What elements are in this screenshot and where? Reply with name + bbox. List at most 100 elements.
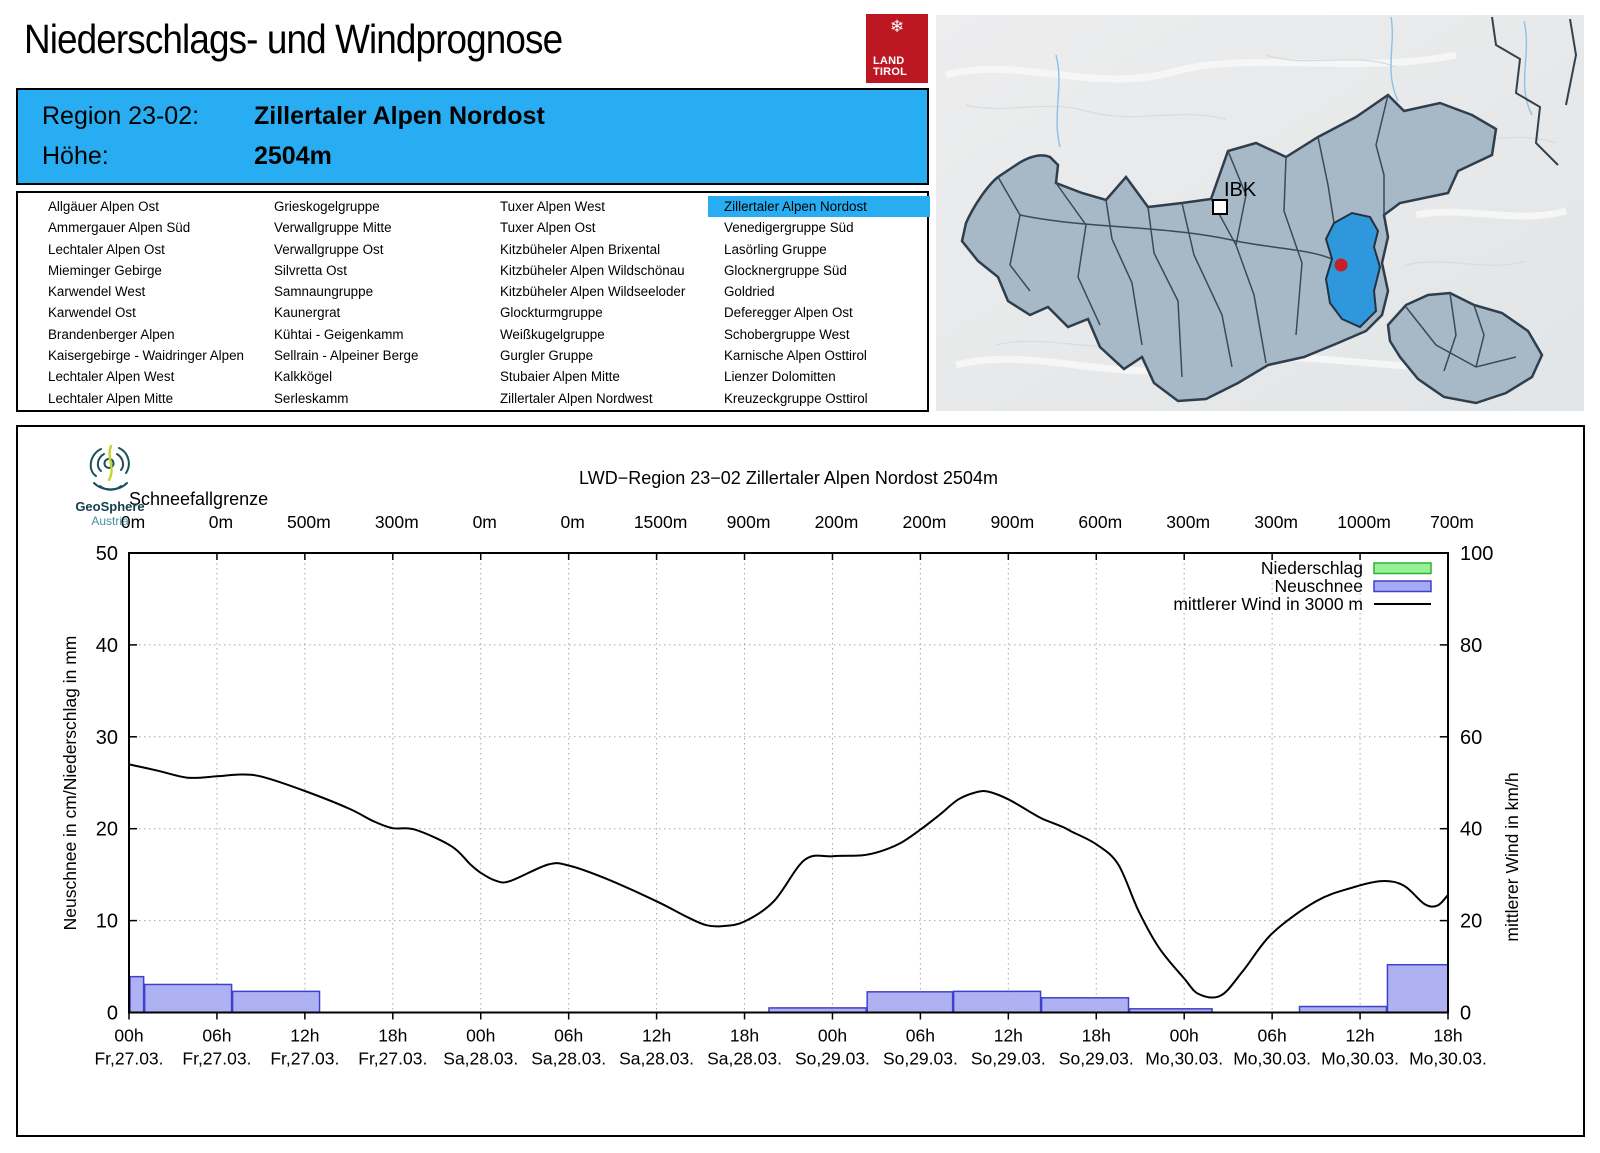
tirol-region-map[interactable]: IBK [936,15,1584,411]
region-item-karnische-alpen-osttirol[interactable]: Karnische Alpen Osttirol [724,348,867,364]
x-tick-time: 12h [642,1026,671,1046]
region-row: Region 23-02: Zillertaler Alpen Nordost [42,102,545,131]
region-list-col-4: Zillertaler Alpen Nordost Venedigergruppe… [708,196,930,409]
region-list-col-3: Tuxer Alpen West Tuxer Alpen Ost Kitzbühel… [484,196,706,409]
region-item-verwallgruppe-mitte[interactable]: Verwallgruppe Mitte [274,220,392,236]
x-tick-time: 12h [1345,1026,1374,1046]
region-item-kitzbüheler-alpen-wildschönau[interactable]: Kitzbüheler Alpen Wildschönau [500,262,685,278]
x-tick-time: 18h [1433,1026,1462,1046]
region-value: Zillertaler Alpen Nordost [254,102,545,130]
region-list: Allgäuer Alpen Ost Ammergauer Alpen Süd Le… [16,191,930,412]
forecast-chart-panel: GeoSphere Austria 0 10 20 30 40 50 0 20 40 60 80 10… [16,425,1585,1137]
region-item-deferegger-alpen-ost[interactable]: Deferegger Alpen Ost [724,305,853,321]
logo-line2: TIROL [873,66,907,78]
x-tick-date: Fr,27.03. [94,1049,163,1069]
x-tick-time: 00h [1170,1026,1199,1046]
region-item-weißkugelgruppe[interactable]: Weißkugelgruppe [500,326,605,342]
region-item-mieminger-gebirge[interactable]: Mieminger Gebirge [48,262,162,278]
x-tick-date: So,29.03. [971,1049,1046,1069]
ibk-marker [1212,199,1228,215]
y-axis-label-left: 10 [96,911,118,933]
region-item-allgäuer-alpen-ost[interactable]: Allgäuer Alpen Ost [48,199,159,214]
neuschnee-bar [1386,963,1449,1014]
region-item-brandenberger-alpen[interactable]: Brandenberger Alpen [48,326,175,342]
y-axis-label-right: 60 [1460,727,1482,749]
x-tick-time: 18h [378,1026,407,1046]
region-item-lechtaler-alpen-west[interactable]: Lechtaler Alpen West [48,369,175,385]
x-tick-date: Sa,28.03. [707,1049,782,1069]
region-item-lasörling-gruppe[interactable]: Lasörling Gruppe [724,241,827,257]
x-tick-date: So,29.03. [1059,1049,1134,1069]
ibk-label: IBK [1224,179,1257,201]
region-item-glocknergruppe-süd[interactable]: Glocknergruppe Süd [724,262,847,278]
region-item-ammergauer-alpen-süd[interactable]: Ammergauer Alpen Süd [48,220,191,236]
selected-region-zillertaler-alpen-nordost[interactable] [1324,211,1382,329]
y-axis-label-left: 20 [96,819,118,841]
forecast-chart: 0 10 20 30 40 50 0 20 40 60 80 100 00h Fr,27.03. 06h Fr… [60,468,1522,1069]
region-item-samnaungruppe[interactable]: Samnaungruppe [274,284,374,300]
region-item-lienzer-dolomitten[interactable]: Lienzer Dolomitten [724,369,836,385]
region-item-karwendel-ost[interactable]: Karwendel Ost [48,305,136,321]
neuschnee-bar [866,991,954,1014]
region-item-kitzbüheler-alpen-brixental[interactable]: Kitzbüheler Alpen Brixental [500,241,661,257]
region-item-zillertaler-alpen-nordwest[interactable]: Zillertaler Alpen Nordwest [500,390,653,406]
region-item-venedigergruppe-süd[interactable]: Venedigergruppe Süd [724,220,854,236]
snowline-value: 300m [375,512,419,532]
y-axis-label-left: 0 [107,1003,118,1025]
x-tick-time: 00h [818,1026,847,1046]
region-item-kühtai-geigenkamm[interactable]: Kühtai - Geigenkamm [274,326,404,342]
region-item-goldried[interactable]: Goldried [724,284,775,300]
x-tick-date: Fr,27.03. [270,1049,339,1069]
snowline-value: 900m [727,512,771,532]
subregion-borders [997,94,1389,378]
y-axis-label-left: 30 [96,727,118,749]
region-list-col-1: Allgäuer Alpen Ost Ammergauer Alpen Süd Le… [32,196,254,409]
y-axis-title-left: Neuschnee in cm/Niederschlag in mm [60,636,80,931]
region-item-sellrain-alpeiner-berge[interactable]: Sellrain - Alpeiner Berge [274,348,419,364]
region-item-grieskogelgruppe[interactable]: Grieskogelgruppe [274,199,380,214]
region-item-zillertaler-alpen-nordost[interactable]: Zillertaler Alpen Nordost [708,196,930,218]
x-tick-date: So,29.03. [883,1049,958,1069]
region-item-schobergruppe-west[interactable]: Schobergruppe West [724,326,850,342]
region-item-karwendel-west[interactable]: Karwendel West [48,284,146,300]
region-item-gurgler-gruppe[interactable]: Gurgler Gruppe [500,348,594,364]
region-item-lechtaler-alpen-mitte[interactable]: Lechtaler Alpen Mitte [48,390,174,406]
region-item-kalkkögel[interactable]: Kalkkögel [274,369,333,385]
neuschnee-bar [143,983,233,1014]
region-item-kreuzeckgruppe-osttirol[interactable]: Kreuzeckgruppe Osttirol [724,390,868,406]
x-tick-time: 18h [1082,1026,1111,1046]
x-tick-time: 06h [906,1026,935,1046]
river-lines [1055,16,1533,148]
neuschnee-bar [1040,997,1130,1014]
land-tirol-logo-text: LAND TIROL [873,56,907,78]
region-item-verwallgruppe-ost[interactable]: Verwallgruppe Ost [274,241,384,257]
geosphere-logo-icon [89,444,130,491]
y-axis-label-right: 40 [1460,819,1482,841]
snowline-value: 1500m [634,512,688,532]
snowline-value: 200m [903,512,947,532]
legend-label: mittlerer Wind in 3000 m [1173,594,1363,614]
region-item-kitzbüheler-alpen-wildseeloder[interactable]: Kitzbüheler Alpen Wildseeloder [500,284,686,300]
legend-swatch-niederschlag [1373,562,1432,575]
chart-canvas: 0 10 20 30 40 50 0 20 40 60 80 100 00h Fr,27.03. 06h Fr… [18,427,1583,1140]
region-item-kaisergebirge-waidringer-alpen[interactable]: Kaisergebirge - Waidringer Alpen [48,348,245,364]
border-line [1491,16,1559,166]
region-item-lechtaler-alpen-ost[interactable]: Lechtaler Alpen Ost [48,241,165,257]
altitude-label: Höhe: [42,142,109,170]
east-tirol-region[interactable] [1386,291,1544,405]
region-item-kaunergrat[interactable]: Kaunergrat [274,305,341,321]
y-axis-label-right: 80 [1460,635,1482,657]
neuschnee-bar [129,975,145,1014]
snowline-label: Schneefallgrenze [129,489,268,509]
page-title: Niederschlags- und Windprognose [24,16,563,62]
chart-title: LWD−Region 23−02 Zillertaler Alpen Nordo… [579,468,998,488]
region-item-glockturmgruppe[interactable]: Glockturmgruppe [500,305,603,321]
east-tirol-borders [1405,292,1517,372]
region-item-serleskamm[interactable]: Serleskamm [274,390,349,406]
region-item-stubaier-alpen-mitte[interactable]: Stubaier Alpen Mitte [500,369,620,385]
region-item-silvretta-ost[interactable]: Silvretta Ost [274,262,347,278]
region-item-tuxer-alpen-west[interactable]: Tuxer Alpen West [500,199,605,214]
region-item-tuxer-alpen-ost[interactable]: Tuxer Alpen Ost [500,220,596,236]
snowline-value: 500m [287,512,331,532]
geosphere-logo: GeoSphere Austria [54,443,166,528]
